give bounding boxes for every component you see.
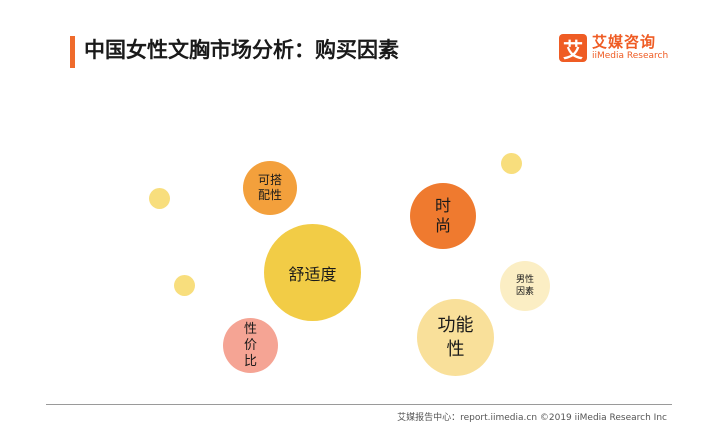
logo-name-cn: 艾媒咨询 <box>592 33 657 51</box>
bubble-comfort-label: 舒适度 <box>288 264 337 284</box>
bubble-matching: 可搭配性 <box>243 161 297 215</box>
bubble-value-label: 性价比 <box>243 321 257 369</box>
footer-divider <box>46 404 672 405</box>
bubble-function: 功能性 <box>417 299 494 376</box>
bubble-male-label: 男性因素 <box>515 275 534 297</box>
bubble-value: 性价比 <box>223 318 278 373</box>
bubble-fashion-label: 时尚 <box>434 196 451 235</box>
logo-mark-icon: 艾 <box>559 34 587 62</box>
bubble-matching-label: 可搭配性 <box>257 173 282 202</box>
logo-text: 艾媒咨询 iiMedia Research <box>592 34 668 62</box>
bubble-function-label: 功能性 <box>437 314 474 360</box>
footer-source: 艾媒报告中心：report.iimedia.cn ©2019 iiMedia R… <box>397 413 667 423</box>
brand-logo: 艾 艾媒咨询 iiMedia Research <box>559 34 668 62</box>
bubble-male: 男性因素 <box>500 261 550 311</box>
decor-dot <box>174 275 195 296</box>
decor-dot <box>149 188 170 209</box>
decor-dot <box>501 153 522 174</box>
bubble-fashion: 时尚 <box>410 183 476 249</box>
bubble-comfort: 舒适度 <box>264 224 361 321</box>
logo-name-en: iiMedia Research <box>592 51 669 61</box>
title-accent-bar <box>70 36 75 68</box>
page-title: 中国女性文胸市场分析：购买因素 <box>84 38 399 62</box>
